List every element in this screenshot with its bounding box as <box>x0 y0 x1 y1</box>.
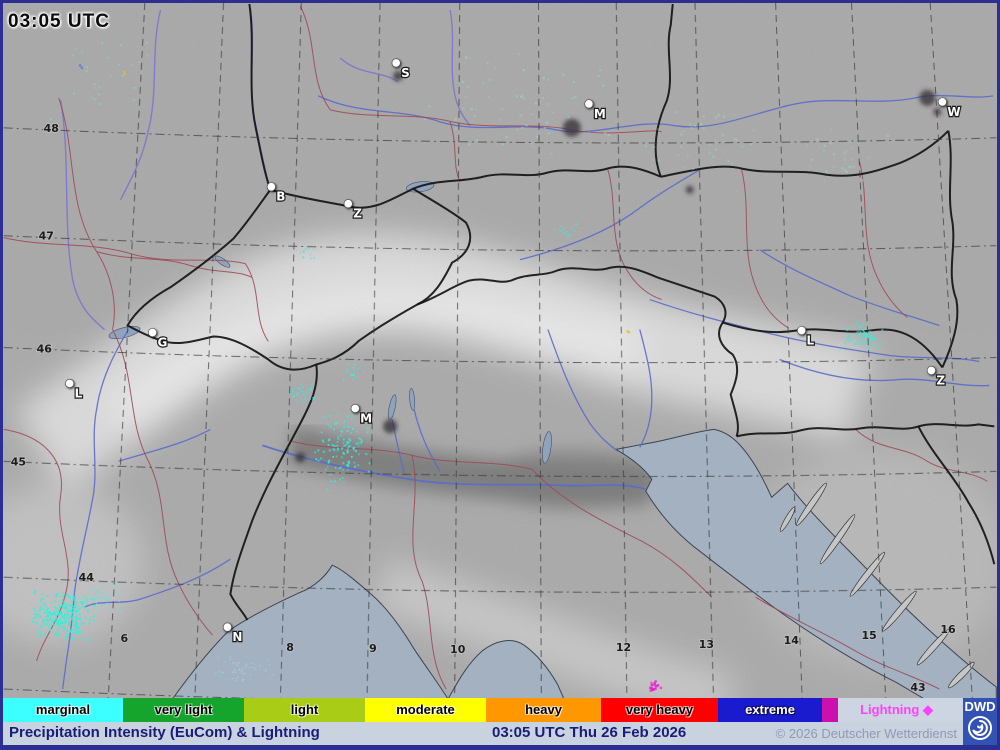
legend-magenta-cell <box>822 698 838 722</box>
city-markers: S M W B Z G L M L Z N <box>65 58 962 645</box>
meridian <box>537 3 542 698</box>
grid-label: 14 <box>784 634 800 647</box>
city-dot <box>343 199 353 209</box>
legend-very-light: very light <box>123 698 244 722</box>
city-label: Z <box>353 207 362 221</box>
city-dot <box>147 327 158 338</box>
grid-label: 44 <box>79 571 95 584</box>
grid-label: 13 <box>699 638 714 651</box>
city-label: M <box>594 107 606 121</box>
adriatic-islands <box>779 482 975 689</box>
grid-label: 16 <box>940 623 956 636</box>
product-title: Precipitation Intensity (EuCom) & Lightn… <box>9 724 320 741</box>
lightning-diamond-icon: ◆ <box>922 702 933 717</box>
city-label: G <box>157 336 167 350</box>
admin-borders <box>3 5 988 690</box>
city-label: L <box>807 334 815 348</box>
grid-label: 43 <box>910 681 925 694</box>
grid-label: 47 <box>39 230 54 243</box>
grid-label: 48 <box>44 122 59 135</box>
legend-heavy: heavy <box>486 698 601 722</box>
meridian <box>615 3 628 698</box>
grid-label: 10 <box>450 643 466 656</box>
dwd-logo-text: DWD <box>964 699 996 714</box>
rivers <box>59 7 994 690</box>
city-label: M <box>360 411 372 425</box>
meridian <box>194 3 224 698</box>
city-label: Z <box>936 373 945 387</box>
meridian <box>929 3 973 698</box>
city-dot <box>222 622 232 632</box>
legend-scale: marginal very light light moderate heavy very… <box>3 698 838 722</box>
legend-lightning: Lightning ◆ <box>838 698 955 722</box>
meridian <box>850 3 887 698</box>
map-time-overlay: 03:05 UTC <box>8 11 110 32</box>
copyright: © 2026 Deutscher Wetterdienst <box>775 726 957 741</box>
city-label: N <box>232 630 242 644</box>
status-bar: Precipitation Intensity (EuCom) & Lightn… <box>3 722 997 745</box>
city-dot <box>350 403 360 413</box>
city-dot <box>584 99 594 109</box>
lightning-label: Lightning <box>860 702 920 717</box>
parallel <box>3 460 997 477</box>
latitude-gridlines <box>3 127 997 698</box>
parallel <box>3 127 997 144</box>
meridian <box>775 3 803 698</box>
meridian <box>454 3 461 698</box>
dwd-logo: DWD <box>963 698 997 745</box>
city-dot <box>391 58 401 68</box>
city-label: W <box>947 105 960 119</box>
meridian <box>366 3 381 698</box>
grid-label: 45 <box>11 455 26 468</box>
timestamp: 03:05 UTC Thu 26 Feb 2026 <box>492 724 687 741</box>
city-dot <box>926 365 936 376</box>
grid-label: 8 <box>286 641 294 654</box>
grid-label: 46 <box>37 342 53 355</box>
grid-label: 15 <box>861 629 876 642</box>
city-label: B <box>276 190 285 204</box>
grid-label: 6 <box>121 632 129 645</box>
legend-moderate: moderate <box>365 698 486 722</box>
grid-label: 12 <box>616 641 631 654</box>
map-canvas: 48 47 46 45 44 43 6 8 9 10 12 13 14 15 16 S M W B Z G L M L Z N <box>3 3 997 698</box>
city-dot <box>65 378 75 388</box>
grid-label: 9 <box>369 642 377 655</box>
city-dot <box>797 325 807 336</box>
legend-very-heavy: very heavy <box>601 698 718 722</box>
intensity-legend: marginal very light light moderate heavy very… <box>3 698 997 722</box>
urban-areas <box>295 70 942 463</box>
parallel <box>3 347 997 364</box>
grid-labels: 48 47 46 45 44 43 6 8 9 10 12 13 14 15 16 <box>10 121 957 695</box>
legend-light: light <box>244 698 365 722</box>
legend-marginal: marginal <box>3 698 123 722</box>
meridian <box>694 3 714 698</box>
city-dot <box>937 97 947 107</box>
national-borders <box>126 3 996 621</box>
meridian <box>107 3 146 698</box>
sea-adriatic <box>614 428 997 698</box>
city-label: S <box>401 66 410 80</box>
dwd-spiral-icon <box>968 716 992 740</box>
parallel <box>3 576 997 593</box>
city-label: L <box>75 386 83 400</box>
parallel <box>3 235 997 252</box>
legend-extreme: extreme <box>718 698 822 722</box>
city-dot <box>266 182 276 192</box>
precipitation-echoes <box>31 41 890 692</box>
longitude-gridlines <box>107 3 973 698</box>
meridian <box>279 3 302 698</box>
